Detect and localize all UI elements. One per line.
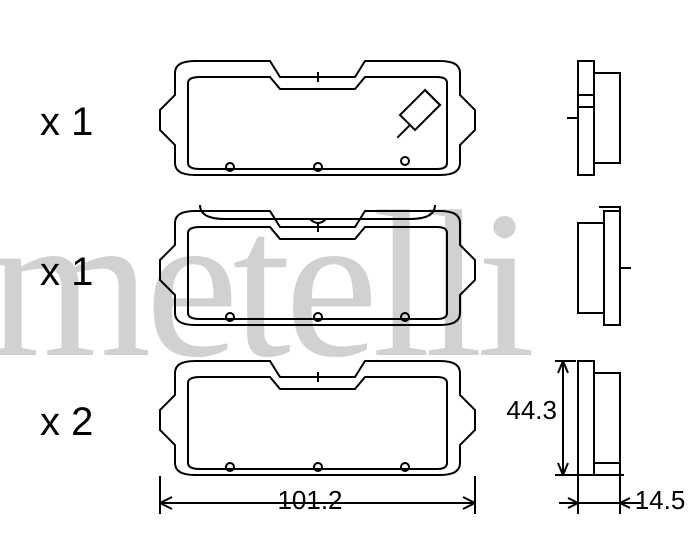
wear-sensor-icon [398, 90, 440, 137]
pad-side-row1 [560, 55, 640, 205]
qty-row-2: x 1 [40, 250, 93, 295]
anti-rattle-clip-icon [200, 205, 435, 223]
qty-row-1: x 1 [40, 100, 93, 145]
pad-top-row1 [140, 55, 480, 205]
pad-top-row2 [140, 205, 480, 355]
pad-side-row2 [560, 205, 640, 355]
brake-pad-tech-diagram: metelli x 1 x 1 x 2 [0, 0, 700, 545]
dim-thick: 14.5 [630, 485, 690, 516]
dim-height: 44.3 [497, 395, 557, 426]
qty-row-3: x 2 [40, 400, 93, 445]
dim-width: 101.2 [270, 485, 350, 516]
